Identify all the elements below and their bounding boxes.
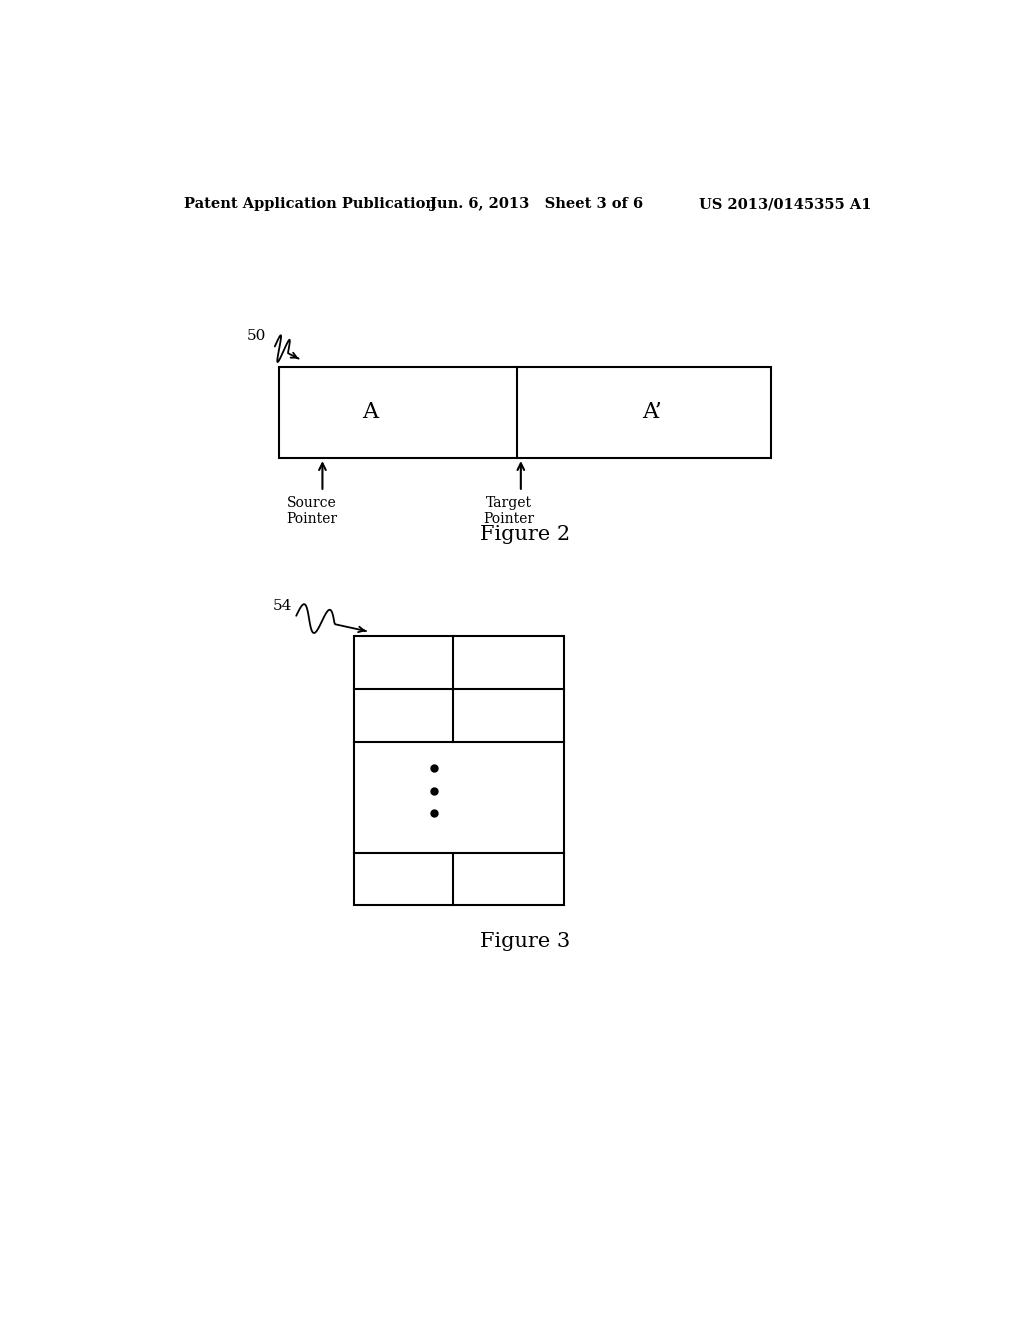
- Text: Source
Pointer: Source Pointer: [287, 496, 338, 527]
- Text: Jun. 6, 2013   Sheet 3 of 6: Jun. 6, 2013 Sheet 3 of 6: [430, 197, 643, 211]
- Text: Figure 3: Figure 3: [479, 932, 570, 950]
- Text: Patent Application Publication: Patent Application Publication: [183, 197, 435, 211]
- Text: 50: 50: [247, 329, 266, 343]
- Text: Figure 2: Figure 2: [479, 525, 570, 544]
- Text: A: A: [362, 401, 378, 424]
- Bar: [279, 367, 771, 458]
- Text: Target
Pointer: Target Pointer: [483, 496, 535, 527]
- Bar: [354, 636, 564, 906]
- Text: A’: A’: [642, 401, 662, 424]
- Text: US 2013/0145355 A1: US 2013/0145355 A1: [699, 197, 871, 211]
- Text: 54: 54: [272, 598, 292, 612]
